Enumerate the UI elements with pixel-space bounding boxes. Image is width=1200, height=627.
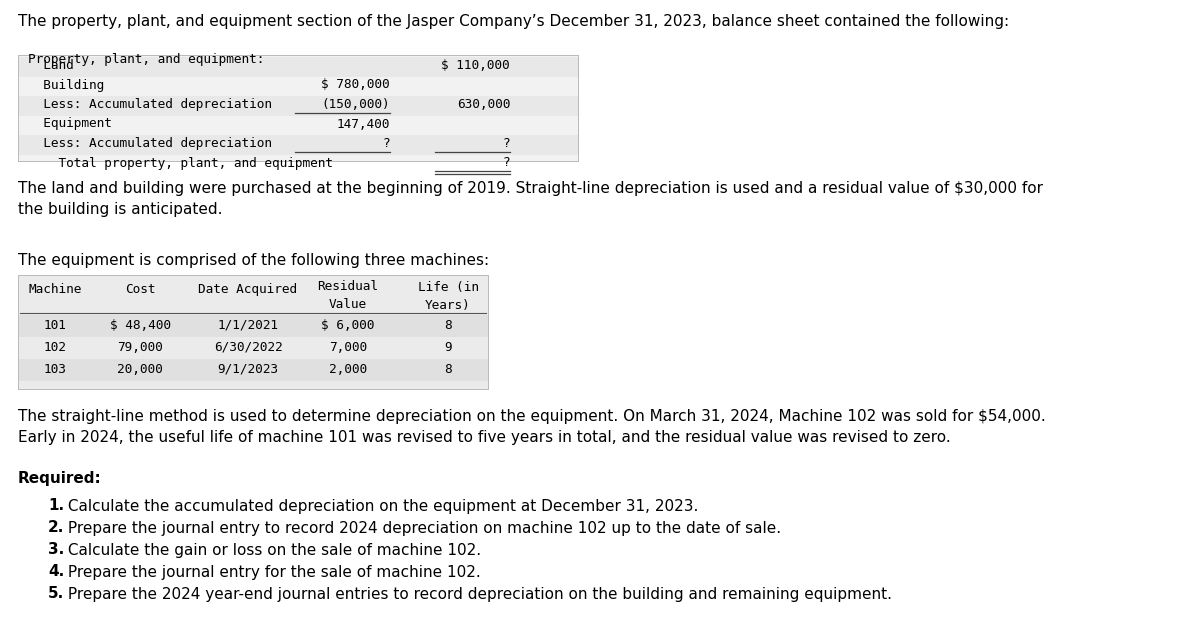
Text: 630,000: 630,000: [457, 98, 510, 111]
Text: $ 780,000: $ 780,000: [322, 78, 390, 92]
Text: (150,000): (150,000): [322, 98, 390, 111]
FancyBboxPatch shape: [18, 337, 488, 359]
Text: 103: 103: [43, 363, 66, 376]
Text: Prepare the 2024 year-end journal entries to record depreciation on the building: Prepare the 2024 year-end journal entrie…: [64, 586, 892, 601]
Text: 3.: 3.: [48, 542, 65, 557]
Text: Land: Land: [28, 59, 73, 72]
Text: Date Acquired: Date Acquired: [198, 283, 298, 296]
Text: Less: Accumulated depreciation: Less: Accumulated depreciation: [28, 98, 272, 111]
Text: 6/30/2022: 6/30/2022: [214, 341, 282, 354]
Text: 101: 101: [43, 319, 66, 332]
Text: Machine: Machine: [29, 283, 82, 296]
Text: Less: Accumulated depreciation: Less: Accumulated depreciation: [28, 137, 272, 150]
Text: 5.: 5.: [48, 586, 65, 601]
Text: ?: ?: [503, 157, 510, 169]
Text: The equipment is comprised of the following three machines:: The equipment is comprised of the follow…: [18, 253, 490, 268]
Text: 8: 8: [444, 363, 452, 376]
Text: 9/1/2023: 9/1/2023: [217, 363, 278, 376]
Text: 2.: 2.: [48, 520, 65, 535]
Text: Residual: Residual: [318, 280, 378, 293]
FancyBboxPatch shape: [18, 359, 488, 381]
Text: 147,400: 147,400: [337, 117, 390, 130]
Text: The land and building were purchased at the beginning of 2019. Straight-line dep: The land and building were purchased at …: [18, 181, 1043, 217]
Text: ?: ?: [503, 137, 510, 150]
Text: 8: 8: [444, 319, 452, 332]
Text: Calculate the gain or loss on the sale of machine 102.: Calculate the gain or loss on the sale o…: [64, 542, 481, 557]
Text: $ 110,000: $ 110,000: [442, 59, 510, 72]
Text: Cost: Cost: [125, 283, 155, 296]
Text: Building: Building: [28, 78, 104, 92]
Text: Property, plant, and equipment:: Property, plant, and equipment:: [28, 53, 264, 66]
Text: 102: 102: [43, 341, 66, 354]
Text: Equipment: Equipment: [28, 117, 112, 130]
Text: $ 48,400: $ 48,400: [109, 319, 170, 332]
Text: Required:: Required:: [18, 470, 102, 485]
FancyBboxPatch shape: [18, 57, 578, 76]
Text: 20,000: 20,000: [118, 363, 163, 376]
Text: Prepare the journal entry to record 2024 depreciation on machine 102 up to the d: Prepare the journal entry to record 2024…: [64, 520, 781, 535]
Text: 4.: 4.: [48, 564, 65, 579]
Text: Value: Value: [329, 298, 367, 312]
Text: Prepare the journal entry for the sale of machine 102.: Prepare the journal entry for the sale o…: [64, 564, 481, 579]
Text: 2,000: 2,000: [329, 363, 367, 376]
FancyBboxPatch shape: [18, 76, 578, 96]
FancyBboxPatch shape: [18, 315, 488, 337]
FancyBboxPatch shape: [18, 55, 578, 161]
Text: 1.: 1.: [48, 498, 64, 514]
Text: 1/1/2021: 1/1/2021: [217, 319, 278, 332]
FancyBboxPatch shape: [18, 96, 578, 115]
Text: 79,000: 79,000: [118, 341, 163, 354]
Text: Calculate the accumulated depreciation on the equipment at December 31, 2023.: Calculate the accumulated depreciation o…: [64, 498, 698, 514]
FancyBboxPatch shape: [18, 275, 488, 389]
Text: 7,000: 7,000: [329, 341, 367, 354]
Text: $ 6,000: $ 6,000: [322, 319, 374, 332]
Text: Total property, plant, and equipment: Total property, plant, and equipment: [28, 157, 334, 169]
Text: Years): Years): [425, 298, 470, 312]
FancyBboxPatch shape: [18, 115, 578, 135]
Text: Life (in: Life (in: [418, 280, 479, 293]
FancyBboxPatch shape: [18, 135, 578, 154]
Text: 9: 9: [444, 341, 452, 354]
Text: The straight-line method is used to determine depreciation on the equipment. On : The straight-line method is used to dete…: [18, 409, 1045, 445]
Text: The property, plant, and equipment section of the Jasper Company’s December 31, : The property, plant, and equipment secti…: [18, 14, 1009, 29]
Text: ?: ?: [383, 137, 390, 150]
